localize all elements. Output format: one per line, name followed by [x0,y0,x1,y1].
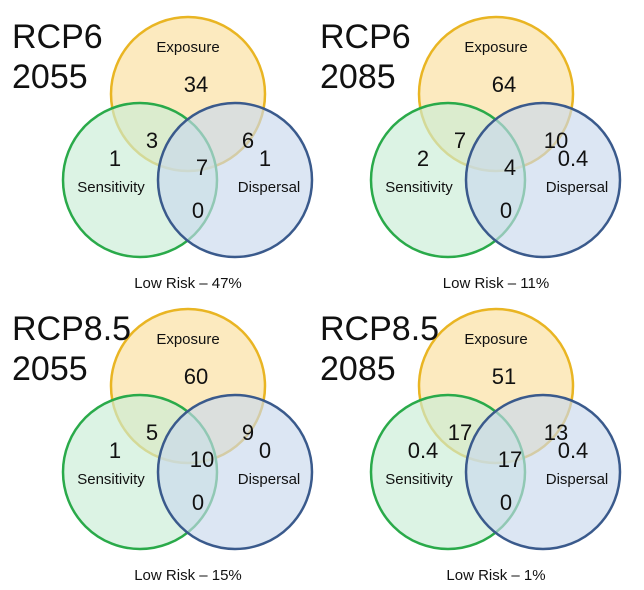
sensitivity-dispersal-value: 0 [500,198,512,223]
exposure-only-value: 51 [492,364,516,389]
all-three-value: 4 [504,155,516,180]
exposure-label: Exposure [156,39,219,56]
year-label: 2055 [12,58,88,96]
exposure-sensitivity-value: 7 [454,128,466,153]
dispersal-only-value: 0.4 [558,146,589,171]
exposure-label: Exposure [464,39,527,56]
dispersal-circle [156,101,314,259]
scenario-label: RCP6 [320,18,411,56]
sensitivity-only-value: 2 [417,146,429,171]
dispersal-label: Dispersal [546,179,609,196]
all-three-value: 7 [196,155,208,180]
scenario-label: RCP8.5 [12,310,131,348]
exposure-dispersal-value: 6 [242,128,254,153]
sensitivity-dispersal-value: 0 [192,198,204,223]
dispersal-label: Dispersal [546,471,609,488]
scenario-label: RCP8.5 [320,310,439,348]
exposure-sensitivity-value: 17 [448,420,472,445]
dispersal-circle [156,393,314,551]
dispersal-label: Dispersal [238,471,301,488]
scenario-label: RCP6 [12,18,103,56]
exposure-sensitivity-value: 5 [146,420,158,445]
sensitivity-only-value: 1 [109,438,121,463]
dispersal-circle [464,101,622,259]
exposure-dispersal-value: 10 [544,128,568,153]
sensitivity-label: Sensitivity [385,179,453,196]
exposure-only-value: 64 [492,72,516,97]
dispersal-only-value: 1 [259,146,271,171]
sensitivity-dispersal-value: 0 [500,490,512,515]
sensitivity-dispersal-value: 0 [192,490,204,515]
dispersal-label: Dispersal [238,179,301,196]
year-label: 2055 [12,350,88,388]
low-risk-label: Low Risk – 11% [443,275,549,292]
year-label: 2085 [320,350,396,388]
all-three-value: 10 [190,447,214,472]
sensitivity-label: Sensitivity [77,471,145,488]
exposure-dispersal-value: 13 [544,420,568,445]
exposure-only-value: 60 [184,364,208,389]
dispersal-circle [464,393,622,551]
dispersal-only-value: 0 [259,438,271,463]
low-risk-label: Low Risk – 15% [134,567,242,584]
exposure-label: Exposure [464,331,527,348]
exposure-only-value: 34 [184,72,208,97]
dispersal-only-value: 0.4 [558,438,589,463]
sensitivity-only-value: 0.4 [408,438,439,463]
low-risk-label: Low Risk – 47% [134,275,242,292]
sensitivity-only-value: 1 [109,146,121,171]
sensitivity-label: Sensitivity [77,179,145,196]
low-risk-label: Low Risk – 1% [446,567,545,584]
exposure-sensitivity-value: 3 [146,128,158,153]
all-three-value: 17 [498,447,522,472]
exposure-label: Exposure [156,331,219,348]
sensitivity-label: Sensitivity [385,471,453,488]
year-label: 2085 [320,58,396,96]
exposure-dispersal-value: 9 [242,420,254,445]
